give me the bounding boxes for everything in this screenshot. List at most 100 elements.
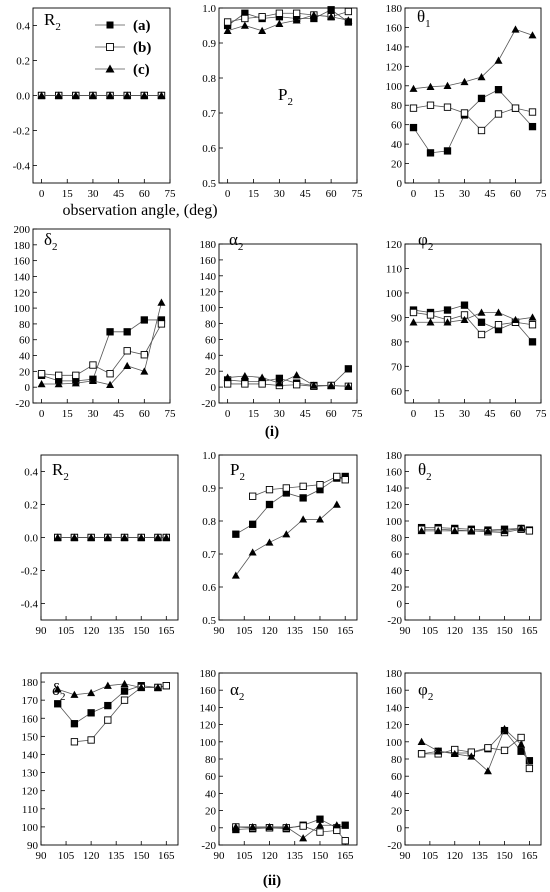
chart-panel-4: 0 15 30 45 60 75 -20 0 20 40 60 80 100 120 140 160 180 20… bbox=[14, 224, 177, 420]
chart-panel-9: 90 105 120 135 150 165 -20 0 20 40 60 80 100 120 140 16… bbox=[386, 450, 542, 637]
data-point bbox=[240, 21, 249, 29]
y-tick-label: 20 bbox=[205, 366, 217, 378]
data-point bbox=[299, 822, 307, 830]
y-tick-label: 130 bbox=[22, 768, 39, 780]
x-tick-label: 120 bbox=[83, 850, 100, 862]
x-tick-label: 30 bbox=[87, 408, 99, 420]
plot-frame bbox=[218, 454, 358, 621]
data-point bbox=[72, 371, 80, 379]
data-point bbox=[417, 526, 426, 535]
data-point bbox=[528, 108, 537, 116]
x-tick-label: 45 bbox=[300, 408, 312, 420]
x-tick-label: 30 bbox=[459, 188, 471, 200]
plot-frame bbox=[404, 243, 542, 404]
panel-label-subscript: 2 bbox=[426, 471, 432, 483]
x-tick-label: 120 bbox=[83, 625, 100, 637]
y-tick-label: 0.6 bbox=[202, 582, 216, 594]
x-tick-label: 15 bbox=[248, 188, 260, 200]
data-point bbox=[104, 716, 112, 724]
data-point bbox=[258, 26, 267, 34]
data-point bbox=[54, 91, 63, 99]
data-point bbox=[248, 822, 257, 831]
chart-panel-7: 90 105 120 135 150 165 -0.4 -0.2 0.0 0.2 0.4 R2 bbox=[21, 454, 179, 637]
data-point bbox=[450, 749, 459, 758]
data-point bbox=[494, 308, 503, 316]
y-tick-label: 0.0 bbox=[16, 91, 30, 103]
data-point bbox=[409, 308, 418, 317]
data-point bbox=[460, 109, 469, 117]
y-tick-label: 120 bbox=[386, 500, 403, 512]
legend-marker-a bbox=[106, 21, 114, 29]
data-point bbox=[327, 12, 336, 20]
x-tick-label: 30 bbox=[87, 188, 99, 200]
x-axis-label: observation angle, (deg) bbox=[62, 202, 217, 219]
legend: (a) (b) (c) bbox=[95, 18, 151, 78]
y-tick-label: 180 bbox=[386, 450, 403, 462]
y-tick-label: 0.2 bbox=[16, 56, 30, 68]
plot-frame bbox=[404, 7, 542, 184]
data-point bbox=[223, 26, 232, 34]
data-point bbox=[494, 321, 503, 329]
panel-label: θ1 bbox=[417, 7, 431, 30]
y-tick-label: 1.0 bbox=[202, 450, 216, 462]
data-point bbox=[483, 767, 492, 775]
plot-frame bbox=[32, 228, 171, 404]
data-point bbox=[344, 382, 353, 390]
y-tick-label: -0.2 bbox=[13, 126, 30, 138]
x-tick-label: 75 bbox=[352, 408, 364, 420]
y-tick-label: 0.8 bbox=[202, 73, 216, 85]
x-tick-label: 60 bbox=[326, 188, 338, 200]
data-point bbox=[315, 821, 324, 829]
data-point bbox=[37, 370, 46, 378]
y-tick-label: 80 bbox=[19, 319, 31, 331]
panel-label: R2 bbox=[44, 10, 61, 33]
data-point bbox=[327, 6, 335, 14]
data-point bbox=[426, 101, 435, 109]
y-tick-label: 140 bbox=[386, 483, 403, 495]
y-tick-label: 80 bbox=[391, 754, 403, 766]
data-point bbox=[292, 371, 301, 379]
data-point bbox=[299, 834, 308, 842]
y-tick-label: 0.8 bbox=[202, 516, 216, 528]
data-point bbox=[87, 688, 96, 697]
data-point bbox=[87, 709, 95, 717]
data-point bbox=[282, 822, 291, 831]
y-tick-label: 160 bbox=[200, 255, 217, 267]
panel-label: α2 bbox=[229, 230, 243, 253]
caption-bottom: (ii) bbox=[263, 873, 281, 889]
data-point bbox=[223, 373, 232, 381]
x-tick-label: 120 bbox=[447, 850, 464, 862]
data-point bbox=[460, 301, 469, 309]
data-point bbox=[292, 381, 301, 389]
y-tick-label: 0.4 bbox=[24, 467, 38, 479]
series-line bbox=[413, 28, 533, 90]
data-point bbox=[299, 494, 307, 502]
data-point bbox=[55, 371, 63, 379]
chart-panel-11: 90 105 120 135 150 165 -20 0 20 40 60 80 100 120 140 16… bbox=[200, 668, 358, 862]
data-point bbox=[443, 318, 452, 326]
x-tick-label: 165 bbox=[158, 625, 175, 637]
data-point bbox=[341, 837, 349, 845]
data-point bbox=[157, 298, 166, 306]
x-tick-label: 90 bbox=[214, 850, 226, 862]
x-tick-label: 0 bbox=[411, 188, 417, 200]
y-tick-label: 40 bbox=[391, 566, 403, 578]
data-point bbox=[157, 320, 166, 328]
data-point bbox=[241, 380, 249, 388]
panel-label-subscript: 2 bbox=[238, 241, 244, 253]
y-tick-label: -20 bbox=[387, 615, 402, 627]
x-tick-label: 165 bbox=[337, 850, 354, 862]
y-tick-label: -20 bbox=[387, 840, 402, 852]
data-point bbox=[292, 9, 301, 17]
data-point bbox=[37, 380, 46, 388]
data-point bbox=[53, 685, 62, 693]
x-tick-label: 0 bbox=[225, 408, 231, 420]
data-point bbox=[517, 740, 526, 748]
y-tick-label: 0.4 bbox=[16, 21, 30, 33]
series-line bbox=[227, 374, 349, 387]
series-line bbox=[235, 504, 338, 576]
data-point bbox=[494, 56, 503, 64]
data-point bbox=[53, 533, 62, 541]
y-tick-label: 180 bbox=[386, 668, 403, 680]
x-tick-label: 150 bbox=[312, 625, 329, 637]
